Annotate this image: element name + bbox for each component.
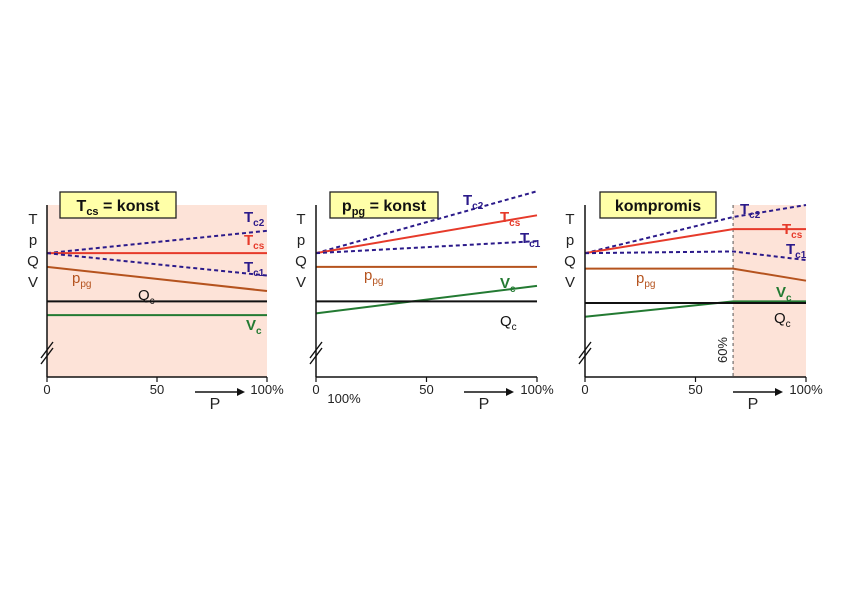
series-label-vc: Vc bbox=[246, 317, 262, 337]
series-label-qc: Qc bbox=[500, 313, 517, 333]
series-label-tc2: Tc2 bbox=[740, 201, 761, 221]
x-tick-label: 0 bbox=[312, 382, 319, 397]
x-tick-label: 0 bbox=[581, 382, 588, 397]
x-axis-label: P bbox=[748, 396, 759, 413]
shaded-region bbox=[733, 205, 806, 377]
extra-label: 100% bbox=[327, 391, 361, 406]
axis-break-mark bbox=[578, 341, 592, 365]
series-label-ppg: ppg bbox=[72, 270, 91, 290]
series-line-tc1 bbox=[315, 240, 538, 255]
arrow-head-icon bbox=[237, 388, 245, 396]
y-letter-p: p bbox=[29, 232, 37, 249]
series-line-tcs bbox=[584, 228, 806, 255]
y-letter-q: Q bbox=[27, 253, 39, 270]
y-letter-t: T bbox=[565, 211, 574, 228]
x-axis-label: P bbox=[210, 396, 221, 413]
series-label-vc: Vc bbox=[776, 284, 792, 304]
y-letter-q: Q bbox=[564, 253, 576, 270]
panel-title: kompromis bbox=[615, 198, 701, 215]
series-label-tcs: Tcs bbox=[782, 221, 803, 241]
series-line-tc2 bbox=[46, 229, 268, 255]
series-label-tc2: Tc2 bbox=[463, 192, 484, 212]
panel-title-box: kompromis bbox=[599, 191, 717, 219]
x-tick-label: 50 bbox=[419, 382, 433, 397]
y-letter-p: p bbox=[297, 232, 305, 249]
series-label-tc1: Tc1 bbox=[520, 230, 541, 250]
series-label-tc1: Tc1 bbox=[786, 241, 807, 261]
y-letter-t: T bbox=[28, 211, 37, 228]
series-label-vc: Vc bbox=[500, 275, 516, 295]
series-label-tc2: Tc2 bbox=[244, 209, 265, 229]
series-line-ppg bbox=[585, 267, 807, 282]
y-letter-v: V bbox=[565, 274, 575, 291]
series-line-tc1 bbox=[46, 252, 268, 277]
series-line-tc2 bbox=[315, 190, 538, 255]
x-tick-label: 50 bbox=[688, 382, 702, 397]
x-tick-label: 0 bbox=[43, 382, 50, 397]
extra-label: 60% bbox=[715, 337, 730, 363]
arrow-head-icon bbox=[506, 388, 514, 396]
y-letter-v: V bbox=[28, 274, 38, 291]
y-letter-q: Q bbox=[295, 253, 307, 270]
series-label-tcs: Tcs bbox=[244, 232, 265, 252]
x-tick-label: 100% bbox=[520, 382, 554, 397]
series-label-ppg: ppg bbox=[636, 270, 655, 290]
x-tick-label: 100% bbox=[789, 382, 823, 397]
panel-title: Tcs = konst bbox=[77, 198, 161, 218]
shaded-region bbox=[47, 205, 267, 377]
series-line-tc2 bbox=[584, 204, 807, 255]
panel-title-box: ppg = konst bbox=[329, 191, 439, 219]
series-label-qc: Qc bbox=[774, 310, 791, 330]
series-line-vc bbox=[315, 284, 538, 315]
axis-break-mark bbox=[309, 341, 323, 365]
series-line-tcs bbox=[315, 214, 538, 255]
y-letter-v: V bbox=[296, 274, 306, 291]
series-line-vc bbox=[584, 300, 806, 318]
series-line-tc1 bbox=[584, 250, 807, 262]
axis-break-mark bbox=[40, 341, 54, 365]
series-label-ppg: ppg bbox=[364, 267, 383, 287]
y-letter-t: T bbox=[296, 211, 305, 228]
arrow-head-icon bbox=[775, 388, 783, 396]
series-label-tcs: Tcs bbox=[500, 209, 521, 229]
series-label-tc1: Tc1 bbox=[244, 259, 265, 279]
panel-title: ppg = konst bbox=[342, 198, 427, 218]
x-tick-label: 50 bbox=[150, 382, 164, 397]
x-axis-label: P bbox=[479, 396, 490, 413]
x-tick-label: 100% bbox=[250, 382, 284, 397]
series-label-qc: Qc bbox=[138, 287, 155, 307]
y-letter-p: p bbox=[566, 232, 574, 249]
panel-title-box: Tcs = konst bbox=[59, 191, 177, 219]
series-line-ppg bbox=[46, 265, 268, 292]
